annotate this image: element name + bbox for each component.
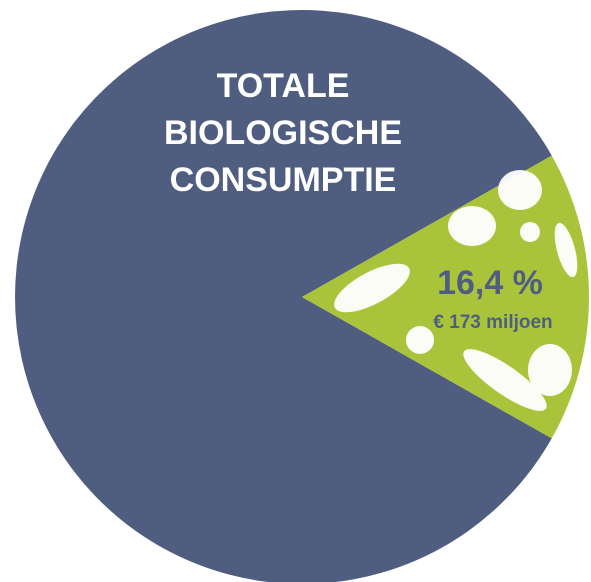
icon <box>448 206 496 246</box>
icon <box>498 170 542 210</box>
page: {"chart_data": {"type": "pie", "title": … <box>0 0 591 582</box>
icon <box>520 222 540 242</box>
chart: TOTALEBIOLOGISCHECONSUMPTIE 16,4 % € 173… <box>0 0 591 582</box>
annotation: € 173 miljoen <box>433 312 552 333</box>
icon <box>406 326 434 354</box>
value-label: 16,4 % <box>437 264 543 302</box>
